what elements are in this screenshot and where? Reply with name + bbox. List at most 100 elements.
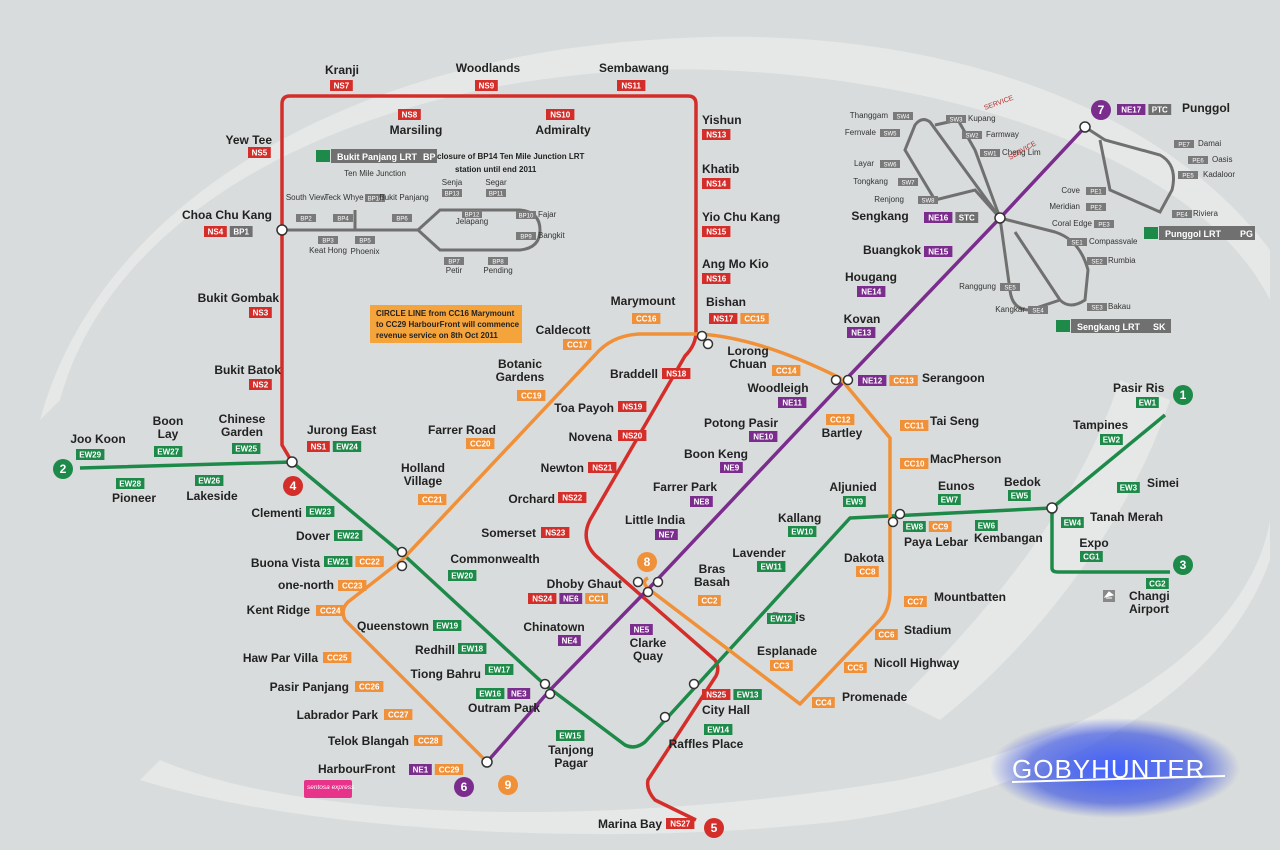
svg-text:NS9: NS9	[479, 82, 495, 91]
station-code-ew26: EW26	[195, 475, 224, 486]
station-joo-koon: Joo Koon EW29	[70, 432, 126, 460]
station-label: Paya Lebar	[904, 535, 968, 549]
svg-text:Layar: Layar	[854, 159, 874, 168]
station-label: Kovan	[844, 312, 881, 326]
station-dakota: Dakota CC8	[844, 551, 884, 577]
svg-text:BP4: BP4	[337, 217, 349, 223]
station-label: Holland Village	[401, 461, 445, 488]
station-raffles-place: Raffles Place EW14	[669, 724, 744, 751]
station-label: Raffles Place	[669, 737, 744, 751]
station-code-cc15: CC15	[740, 313, 769, 324]
svg-text:CC17: CC17	[567, 341, 588, 350]
station-code-ne7: NE7	[655, 529, 678, 540]
svg-text:EW11: EW11	[761, 563, 783, 572]
svg-text:PE5: PE5	[1182, 174, 1194, 180]
svg-text:BP11: BP11	[489, 192, 504, 198]
station-label: Queenstown	[357, 619, 429, 633]
svg-text:NE11: NE11	[782, 399, 802, 408]
station-code-ns13: NS13	[702, 129, 731, 140]
svg-text:NS8: NS8	[402, 111, 418, 120]
svg-text:EW24: EW24	[336, 443, 358, 452]
line-marker-ne-west: 6	[454, 777, 474, 797]
station-boon-lay: Boon Lay EW27	[153, 414, 183, 457]
station-code-cc23: CC23	[338, 580, 367, 591]
station-jurong-east: Jurong East NS1 EW24	[307, 423, 376, 452]
svg-text:NS1: NS1	[311, 443, 327, 452]
station-code-cc9: CC9	[928, 521, 952, 532]
station-code-cc14: CC14	[772, 365, 801, 376]
station-label: Tiong Bahru	[411, 667, 481, 681]
station-bedok: Bedok EW5	[1004, 475, 1041, 501]
station-tanah-merah: Tanah Merah EW4	[1061, 510, 1163, 528]
lrt-station-ranggung: Ranggung SE5	[959, 282, 1020, 292]
station-pasir-ris: Pasir Ris EW1	[1113, 381, 1165, 408]
station-mountbatten: Mountbatten CC7	[904, 590, 1006, 607]
station-sengkang: Sengkang NE16 STC	[851, 209, 979, 223]
svg-text:NS23: NS23	[545, 529, 566, 538]
station-code-ne17: NE17	[1117, 104, 1146, 115]
station-caldecott: Caldecott CC17	[536, 323, 592, 350]
station-code-ew23: EW23	[306, 506, 335, 517]
svg-text:EW2: EW2	[1103, 436, 1121, 445]
svg-text:EW1: EW1	[1139, 399, 1157, 408]
svg-text:EW14: EW14	[707, 726, 729, 735]
svg-text:1: 1	[1180, 388, 1187, 402]
station-code-ne1: NE1	[409, 764, 432, 775]
station-code-ns5: NS5	[248, 147, 271, 158]
bukit-panjang-lrt-badge: Bukit Panjang LRT BP	[316, 149, 437, 163]
station-label: Boon Keng	[684, 447, 748, 461]
lrt-station-rumbia: Rumbia SE2	[1087, 256, 1136, 266]
station-kallang: Kallang EW10	[778, 511, 821, 537]
lrt-station-compassvale: Compassvale SE1	[1067, 237, 1138, 247]
station-label: Novena	[569, 430, 613, 444]
station-label: Telok Blangah	[328, 734, 409, 748]
lrt-station-segar: Segar BP11	[485, 178, 507, 198]
station-label: Potong Pasir	[704, 416, 778, 430]
svg-text:BP12: BP12	[465, 213, 480, 219]
svg-text:closure of BP14 Ten Mile Junct: closure of BP14 Ten Mile Junction LRT	[437, 152, 585, 161]
station-label: Botanic Gardens	[496, 357, 545, 384]
lrt-station-coral-edge: Coral Edge PE3	[1052, 219, 1114, 229]
svg-text:CC14: CC14	[776, 367, 797, 376]
line-marker-ns: 4	[283, 476, 303, 496]
bukit-panjang-lrt	[282, 208, 542, 252]
lrt-station-damai: Damai PE7	[1174, 139, 1221, 149]
station-code-bp1: BP1	[229, 226, 253, 237]
lrt-station-ten-mile-junction: Ten Mile Junction BP14	[344, 169, 406, 203]
station-label: HarbourFront	[318, 762, 395, 776]
station-code-ns10: NS10	[546, 109, 575, 120]
station-label: Admiralty	[535, 123, 591, 137]
station-label: Lakeside	[186, 489, 238, 503]
station-code-ne14: NE14	[857, 286, 886, 297]
station-label: Nicoll Highway	[874, 656, 960, 670]
svg-text:BP6: BP6	[396, 217, 408, 223]
station-code-ew2: EW2	[1100, 434, 1123, 445]
svg-text:BP10: BP10	[519, 214, 534, 220]
svg-text:Jelapang: Jelapang	[456, 217, 488, 226]
svg-text:Teck Whye: Teck Whye	[324, 193, 364, 202]
station-label: Labrador Park	[297, 708, 379, 722]
station-label: Dhoby Ghaut	[547, 577, 622, 591]
svg-text:SE3: SE3	[1091, 306, 1103, 312]
station-code-ew17: EW17	[485, 664, 514, 675]
station-label: Sengkang	[851, 209, 908, 223]
station-woodleigh: Woodleigh NE11	[747, 381, 809, 408]
svg-text:CG2: CG2	[1149, 580, 1166, 589]
station-code-ew1: EW1	[1136, 397, 1159, 408]
svg-text:Ten Mile Junction: Ten Mile Junction	[344, 169, 406, 178]
station-code-ns9: NS9	[475, 80, 498, 91]
station-code-ne4: NE4	[558, 635, 581, 646]
svg-text:NS18: NS18	[666, 370, 687, 379]
station-code-ns15: NS15	[702, 226, 731, 237]
station-macpherson: MacPherson CC10	[900, 452, 1001, 469]
svg-text:Coral Edge: Coral Edge	[1052, 219, 1093, 228]
station-code-ne6: NE6	[559, 593, 583, 604]
svg-text:PE4: PE4	[1176, 213, 1188, 219]
svg-text:NE5: NE5	[634, 626, 650, 635]
station-code-ew8: EW8	[903, 521, 926, 532]
station-khatib: Khatib NS14	[702, 162, 739, 189]
svg-text:EW25: EW25	[235, 445, 257, 454]
lrt-station-thanggam: Thanggam SW4	[850, 111, 913, 121]
